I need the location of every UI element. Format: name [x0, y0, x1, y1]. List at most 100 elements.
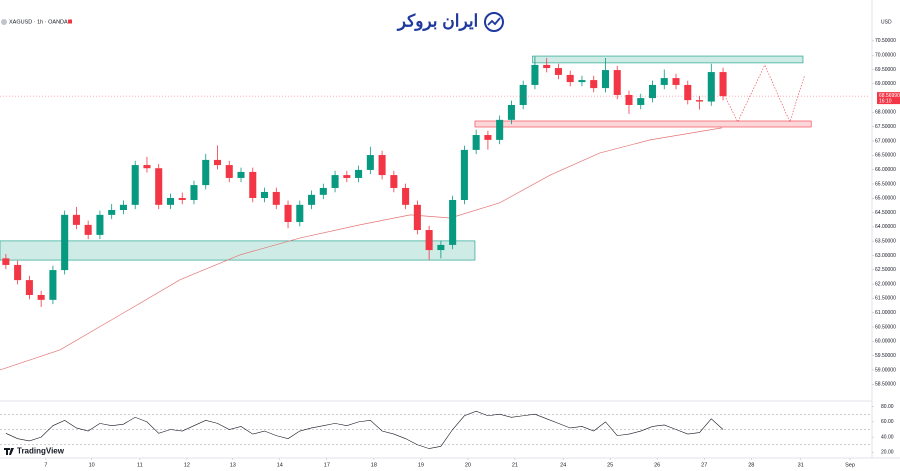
- platform-name: TradingView: [17, 447, 65, 456]
- candle-body: [437, 244, 445, 251]
- candle-body: [131, 165, 139, 205]
- last-price-label: 68.56990: [879, 93, 900, 99]
- candle-body: [331, 175, 339, 188]
- candle-body: [308, 194, 316, 205]
- y-tick-label: 65.50000: [875, 181, 896, 187]
- candle-body: [355, 169, 363, 178]
- platform-logo: TradingView: [4, 447, 65, 456]
- currency: USD: [881, 19, 892, 25]
- candle-body: [613, 70, 621, 95]
- candle-body: [143, 165, 151, 169]
- logo: ایران بروکر: [396, 11, 504, 32]
- candle-body: [96, 214, 104, 235]
- candle-body: [543, 64, 551, 69]
- candle-body: [378, 155, 386, 176]
- candle-body: [707, 72, 715, 102]
- candle-body: [343, 175, 351, 178]
- x-tick-label: 17: [324, 462, 330, 468]
- x-tick-label: 28: [748, 462, 754, 468]
- candle-body: [25, 280, 33, 295]
- y-tick-label: 59.50000: [875, 353, 896, 359]
- candle-body: [578, 80, 586, 83]
- candle-body: [531, 64, 539, 85]
- candle-body: [390, 175, 398, 188]
- candle-body: [554, 68, 562, 75]
- x-tick-label: Sep: [845, 462, 855, 468]
- y-tick-label: 61.50000: [875, 296, 896, 302]
- y-tick-label: 60.00: [881, 419, 894, 425]
- y-tick-label: 66.50000: [875, 153, 896, 159]
- moving-average: [0, 127, 722, 371]
- candle-body: [72, 214, 80, 225]
- price-zone: [532, 55, 804, 64]
- candle-body: [425, 230, 433, 251]
- candle-body: [402, 187, 410, 205]
- y-tick-label: 68.00000: [875, 110, 896, 116]
- symbol-icon: [1, 19, 7, 25]
- y-tick-label: 65.00000: [875, 196, 896, 202]
- candle-body: [272, 191, 280, 205]
- candle-body: [449, 199, 457, 245]
- y-tick-label: 59.00000: [875, 367, 896, 373]
- y-tick-label: 60.00000: [875, 339, 896, 345]
- candle-body: [284, 204, 292, 223]
- x-tick-label: 19: [418, 462, 424, 468]
- candle-body: [2, 258, 10, 265]
- candle-body: [202, 159, 210, 186]
- projection-line: [721, 64, 806, 123]
- x-tick-label: 7: [44, 462, 47, 468]
- logo-icon: [484, 12, 504, 32]
- platform-icon: [4, 448, 14, 455]
- candle-body: [484, 135, 492, 140]
- candle-body: [601, 70, 609, 89]
- candle-body: [108, 209, 116, 215]
- y-tick-label: 66.00000: [875, 167, 896, 173]
- candle-body: [660, 78, 668, 85]
- candle-body: [296, 204, 304, 223]
- candle-body: [225, 165, 233, 178]
- candle-body: [190, 185, 198, 200]
- x-tick-label: 18: [371, 462, 377, 468]
- candle-body: [637, 98, 645, 105]
- price-zone: [0, 240, 476, 261]
- candle-body: [155, 168, 163, 205]
- y-tick-label: 40.00: [881, 434, 894, 440]
- x-tick-label: 20: [465, 462, 471, 468]
- countdown: 16:10: [879, 98, 892, 104]
- candle-body: [319, 187, 327, 195]
- candle-body: [496, 119, 504, 140]
- candle-body: [261, 191, 269, 198]
- y-tick-label: 70.00000: [875, 53, 896, 59]
- x-tick-label: 27: [701, 462, 707, 468]
- last-price-badge: [877, 92, 900, 105]
- candle-body: [178, 197, 186, 200]
- candle-body: [684, 84, 692, 101]
- candle-body: [460, 149, 468, 200]
- candle-body: [648, 84, 657, 99]
- y-tick-label: 61.00000: [875, 310, 896, 316]
- candle-body: [507, 104, 515, 120]
- candle-body: [566, 74, 574, 83]
- y-tick-label: 62.50000: [875, 267, 896, 273]
- candle-body: [719, 72, 727, 97]
- y-tick-label: 60.50000: [875, 324, 896, 330]
- candle-body: [61, 214, 69, 271]
- y-tick-label: 63.50000: [875, 239, 896, 245]
- x-tick-label: 26: [654, 462, 660, 468]
- candle-body: [37, 294, 45, 300]
- y-tick-label: 69.50000: [875, 67, 896, 73]
- x-tick-label: 11: [137, 462, 143, 468]
- candle-body: [84, 224, 92, 235]
- candle-body: [413, 204, 421, 231]
- candle-body: [625, 94, 633, 105]
- x-tick-label: 25: [607, 462, 613, 468]
- candle-body: [14, 264, 22, 281]
- candle-body: [696, 100, 704, 102]
- y-tick-label: 62.00000: [875, 281, 896, 287]
- candle-body: [166, 197, 174, 205]
- x-tick-label: 14: [277, 462, 283, 468]
- y-tick-label: 67.50000: [875, 124, 896, 130]
- candle-body: [49, 270, 57, 300]
- y-tick-label: 70.50000: [875, 38, 896, 44]
